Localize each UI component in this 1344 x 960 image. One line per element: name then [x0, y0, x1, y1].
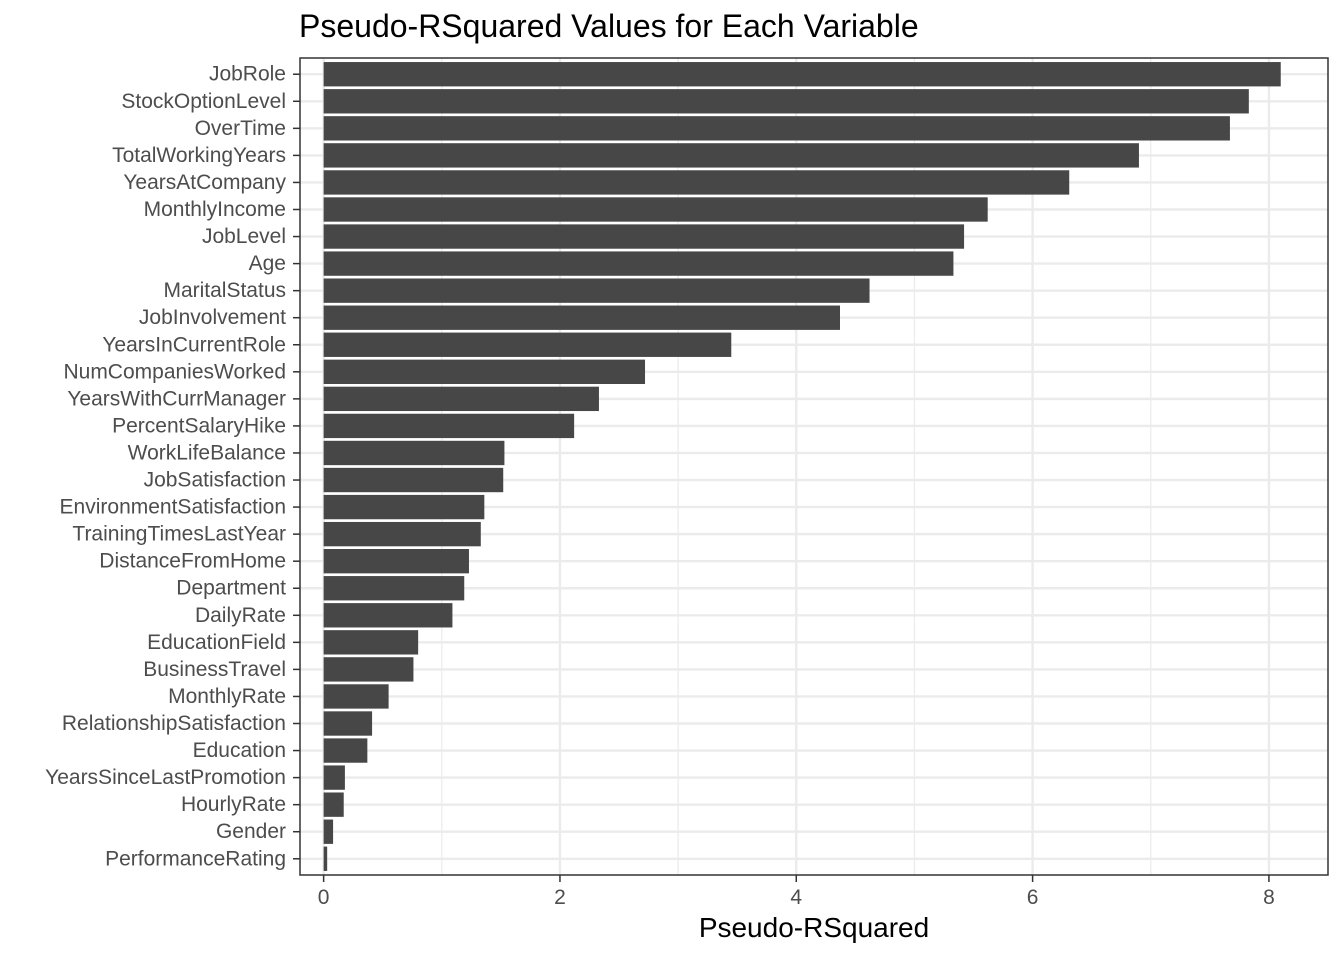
y-tick-label: PercentSalaryHike [112, 414, 286, 437]
bar [323, 467, 504, 493]
bar [323, 657, 414, 682]
y-tick-label: Gender [216, 820, 286, 843]
y-tick-label: MonthlyIncome [144, 198, 286, 221]
y-tick-label: OverTime [195, 117, 286, 140]
bar [323, 224, 965, 249]
bar [323, 684, 389, 709]
y-tick-label: TotalWorkingYears [112, 144, 286, 167]
bar [323, 89, 1249, 114]
y-tick-label: TrainingTimesLastYear [72, 523, 286, 546]
bar [323, 170, 1070, 195]
y-tick-label: YearsInCurrentRole [102, 333, 286, 356]
bar [323, 197, 988, 222]
y-tick-label: YearsAtCompany [123, 171, 286, 194]
bar [323, 603, 453, 628]
x-tick-label: 2 [554, 886, 566, 909]
bar [323, 846, 328, 871]
bar [323, 359, 646, 384]
bar [323, 765, 345, 790]
y-tick-label: PerformanceRating [105, 847, 286, 870]
y-tick-label: EnvironmentSatisfaction [60, 496, 286, 519]
y-tick-label: EducationField [147, 631, 286, 654]
y-tick-label: WorkLifeBalance [128, 441, 286, 464]
x-tick-label: 0 [318, 886, 330, 909]
x-axis-title: Pseudo-RSquared [698, 912, 930, 943]
bar [323, 521, 481, 547]
y-tick-label: RelationshipSatisfaction [62, 712, 286, 735]
bar-layer [323, 62, 1281, 871]
panel-border [299, 57, 1329, 876]
bar [323, 549, 469, 574]
bar [323, 278, 870, 303]
bar [323, 738, 368, 763]
chart-title: Pseudo-RSquared Values for Each Variable [299, 8, 919, 44]
bar [323, 251, 954, 276]
bar [323, 711, 373, 736]
bar [323, 819, 334, 844]
y-tick-label: NumCompaniesWorked [63, 360, 286, 383]
y-tick-label: JobRole [209, 63, 286, 86]
bar [323, 792, 344, 817]
bar [323, 116, 1230, 141]
bar [323, 143, 1139, 168]
x-tick-label: 6 [1027, 886, 1039, 909]
y-tick-label: YearsSinceLastPromotion [45, 766, 286, 789]
bar [323, 62, 1281, 87]
bar [323, 576, 465, 601]
y-tick-label: Department [176, 577, 286, 600]
x-tick-label: 8 [1263, 886, 1275, 909]
y-tick-label: JobSatisfaction [144, 469, 286, 492]
bar [323, 332, 732, 357]
bar [323, 305, 840, 330]
y-tick-label: JobInvolvement [139, 306, 286, 329]
y-tick-label: Age [249, 252, 286, 275]
x-tick-label: 4 [790, 886, 802, 909]
bar [323, 386, 599, 412]
y-tick-label: BusinessTravel [143, 658, 286, 681]
y-tick-label: YearsWithCurrManager [67, 387, 286, 410]
y-tick-label: DistanceFromHome [99, 550, 286, 573]
bar [323, 494, 485, 520]
bar [323, 630, 419, 655]
y-tick-label: StockOptionLevel [121, 90, 286, 113]
y-tick-label: Education [193, 739, 286, 762]
y-tick-label: MonthlyRate [168, 685, 286, 708]
axis-layer: JobRole StockOptionLevel OverTime TotalWork… [45, 63, 1275, 909]
y-tick-label: JobLevel [202, 225, 286, 248]
y-tick-label: MaritalStatus [163, 279, 286, 302]
y-tick-label: HourlyRate [181, 793, 286, 816]
y-tick-label: DailyRate [195, 604, 286, 627]
bar [323, 413, 575, 439]
bar [323, 440, 505, 466]
